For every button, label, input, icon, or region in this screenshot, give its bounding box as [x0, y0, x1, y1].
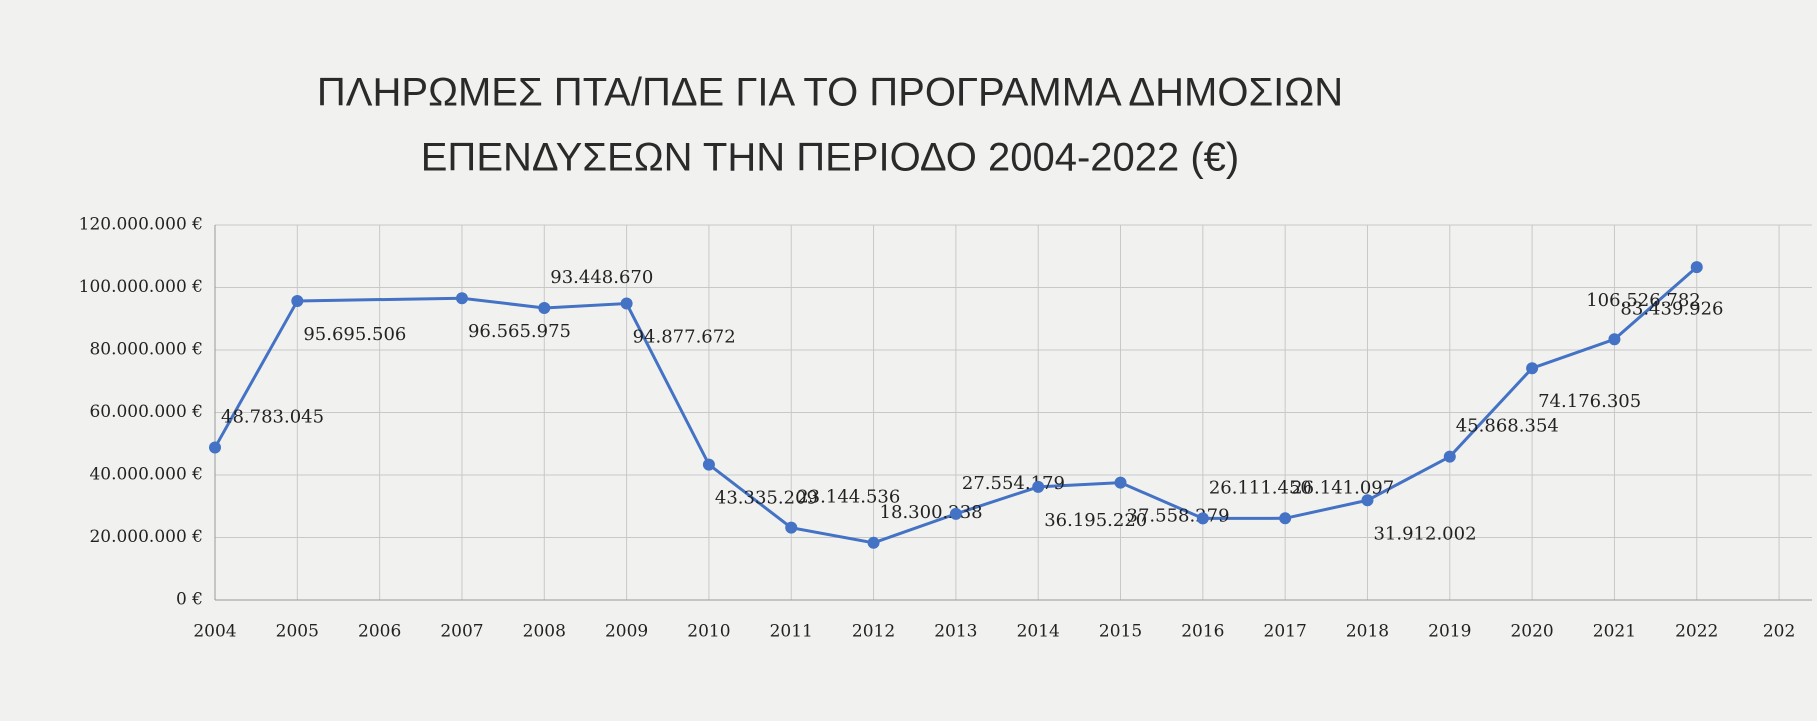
x-tick-label: 2004: [193, 622, 236, 642]
data-label: 26.111.450: [1209, 477, 1312, 498]
x-tick-label: 2009: [605, 622, 648, 642]
data-label: 48.783.045: [221, 407, 324, 428]
y-tick-label: 0 €: [176, 590, 203, 610]
data-label: 45.868.354: [1456, 416, 1559, 437]
x-tick-label: 2014: [1017, 622, 1060, 642]
data-point: [455, 292, 468, 305]
data-label: 95.695.506: [303, 324, 406, 345]
x-tick-label: 2018: [1346, 622, 1389, 642]
data-point: [949, 507, 962, 520]
y-tick-label: 80.000.000 €: [89, 340, 203, 360]
data-line: [213, 265, 1698, 545]
data-point: [1032, 480, 1045, 493]
data-label: 106.526.782: [1586, 290, 1701, 311]
x-tick-label: 2006: [358, 622, 401, 642]
x-tick-label: 2016: [1181, 622, 1224, 642]
x-tick-label: 2011: [770, 622, 813, 642]
data-point: [538, 301, 551, 314]
y-tick-label: 60.000.000 €: [89, 402, 203, 422]
x-tick-label: 2010: [687, 622, 730, 642]
y-tick-label: 120.000.000 €: [79, 215, 203, 235]
data-label: 36.195.220: [1044, 510, 1147, 531]
data-label: 96.565.975: [468, 321, 571, 342]
data-label: 26.141.097: [1291, 477, 1394, 498]
x-tick-label: 2008: [523, 622, 566, 642]
data-point: [1196, 512, 1209, 525]
x-tick-label: 2005: [276, 622, 319, 642]
data-point: [1361, 494, 1374, 507]
chart-title: ΠΛΗΡΩΜΕΣ ΠΤΑ/ΠΔΕ ΓΙΑ ΤΟ ΠΡΟΓΡΑΜΜΑ ΔΗΜΟΣΙ…: [317, 71, 1343, 115]
data-point: [1608, 333, 1621, 346]
data-point: [291, 294, 304, 307]
data-point: [1279, 512, 1292, 525]
data-point: [1443, 450, 1456, 463]
data-label: 18.300.238: [880, 502, 983, 523]
data-label: 37.558.279: [1127, 506, 1230, 527]
data-label: 31.912.002: [1373, 523, 1476, 544]
chart-title: ΕΠΕΝΔΥΣΕΩΝ ΤΗΝ ΠΕΡΙΟΔΟ 2004-2022 (€): [421, 136, 1240, 180]
data-point: [1114, 476, 1127, 489]
data-point: [620, 297, 633, 310]
x-tick-label: 2015: [1099, 622, 1142, 642]
data-label: 74.176.305: [1538, 391, 1641, 412]
data-label: 43.335.209: [715, 488, 818, 509]
x-tick-label: 2013: [934, 622, 977, 642]
x-tick-label: 2017: [1264, 622, 1307, 642]
x-tick-label: 2021: [1593, 622, 1636, 642]
data-label: 23.144.536: [797, 487, 900, 508]
data-point: [209, 441, 221, 454]
data-point: [702, 458, 715, 471]
x-tick-label: 2012: [852, 622, 895, 642]
data-point: [867, 536, 880, 549]
data-label: 27.554.179: [962, 473, 1065, 494]
data-label: 83.439.926: [1620, 298, 1723, 319]
data-point: [1690, 261, 1703, 274]
x-tick-label: 2020: [1510, 622, 1553, 642]
x-tick-label: 2022: [1675, 622, 1718, 642]
data-label: 93.448.670: [550, 267, 653, 288]
y-tick-label: 40.000.000 €: [89, 465, 203, 485]
data-point: [1526, 362, 1539, 375]
x-tick-label: 2019: [1428, 622, 1471, 642]
y-tick-label: 100.000.000 €: [79, 277, 203, 297]
x-tick-label: 202: [1763, 622, 1795, 642]
y-tick-label: 20.000.000 €: [89, 527, 203, 547]
data-point: [785, 521, 798, 534]
data-label: 94.877.672: [633, 327, 736, 348]
x-tick-label: 2007: [440, 622, 483, 642]
